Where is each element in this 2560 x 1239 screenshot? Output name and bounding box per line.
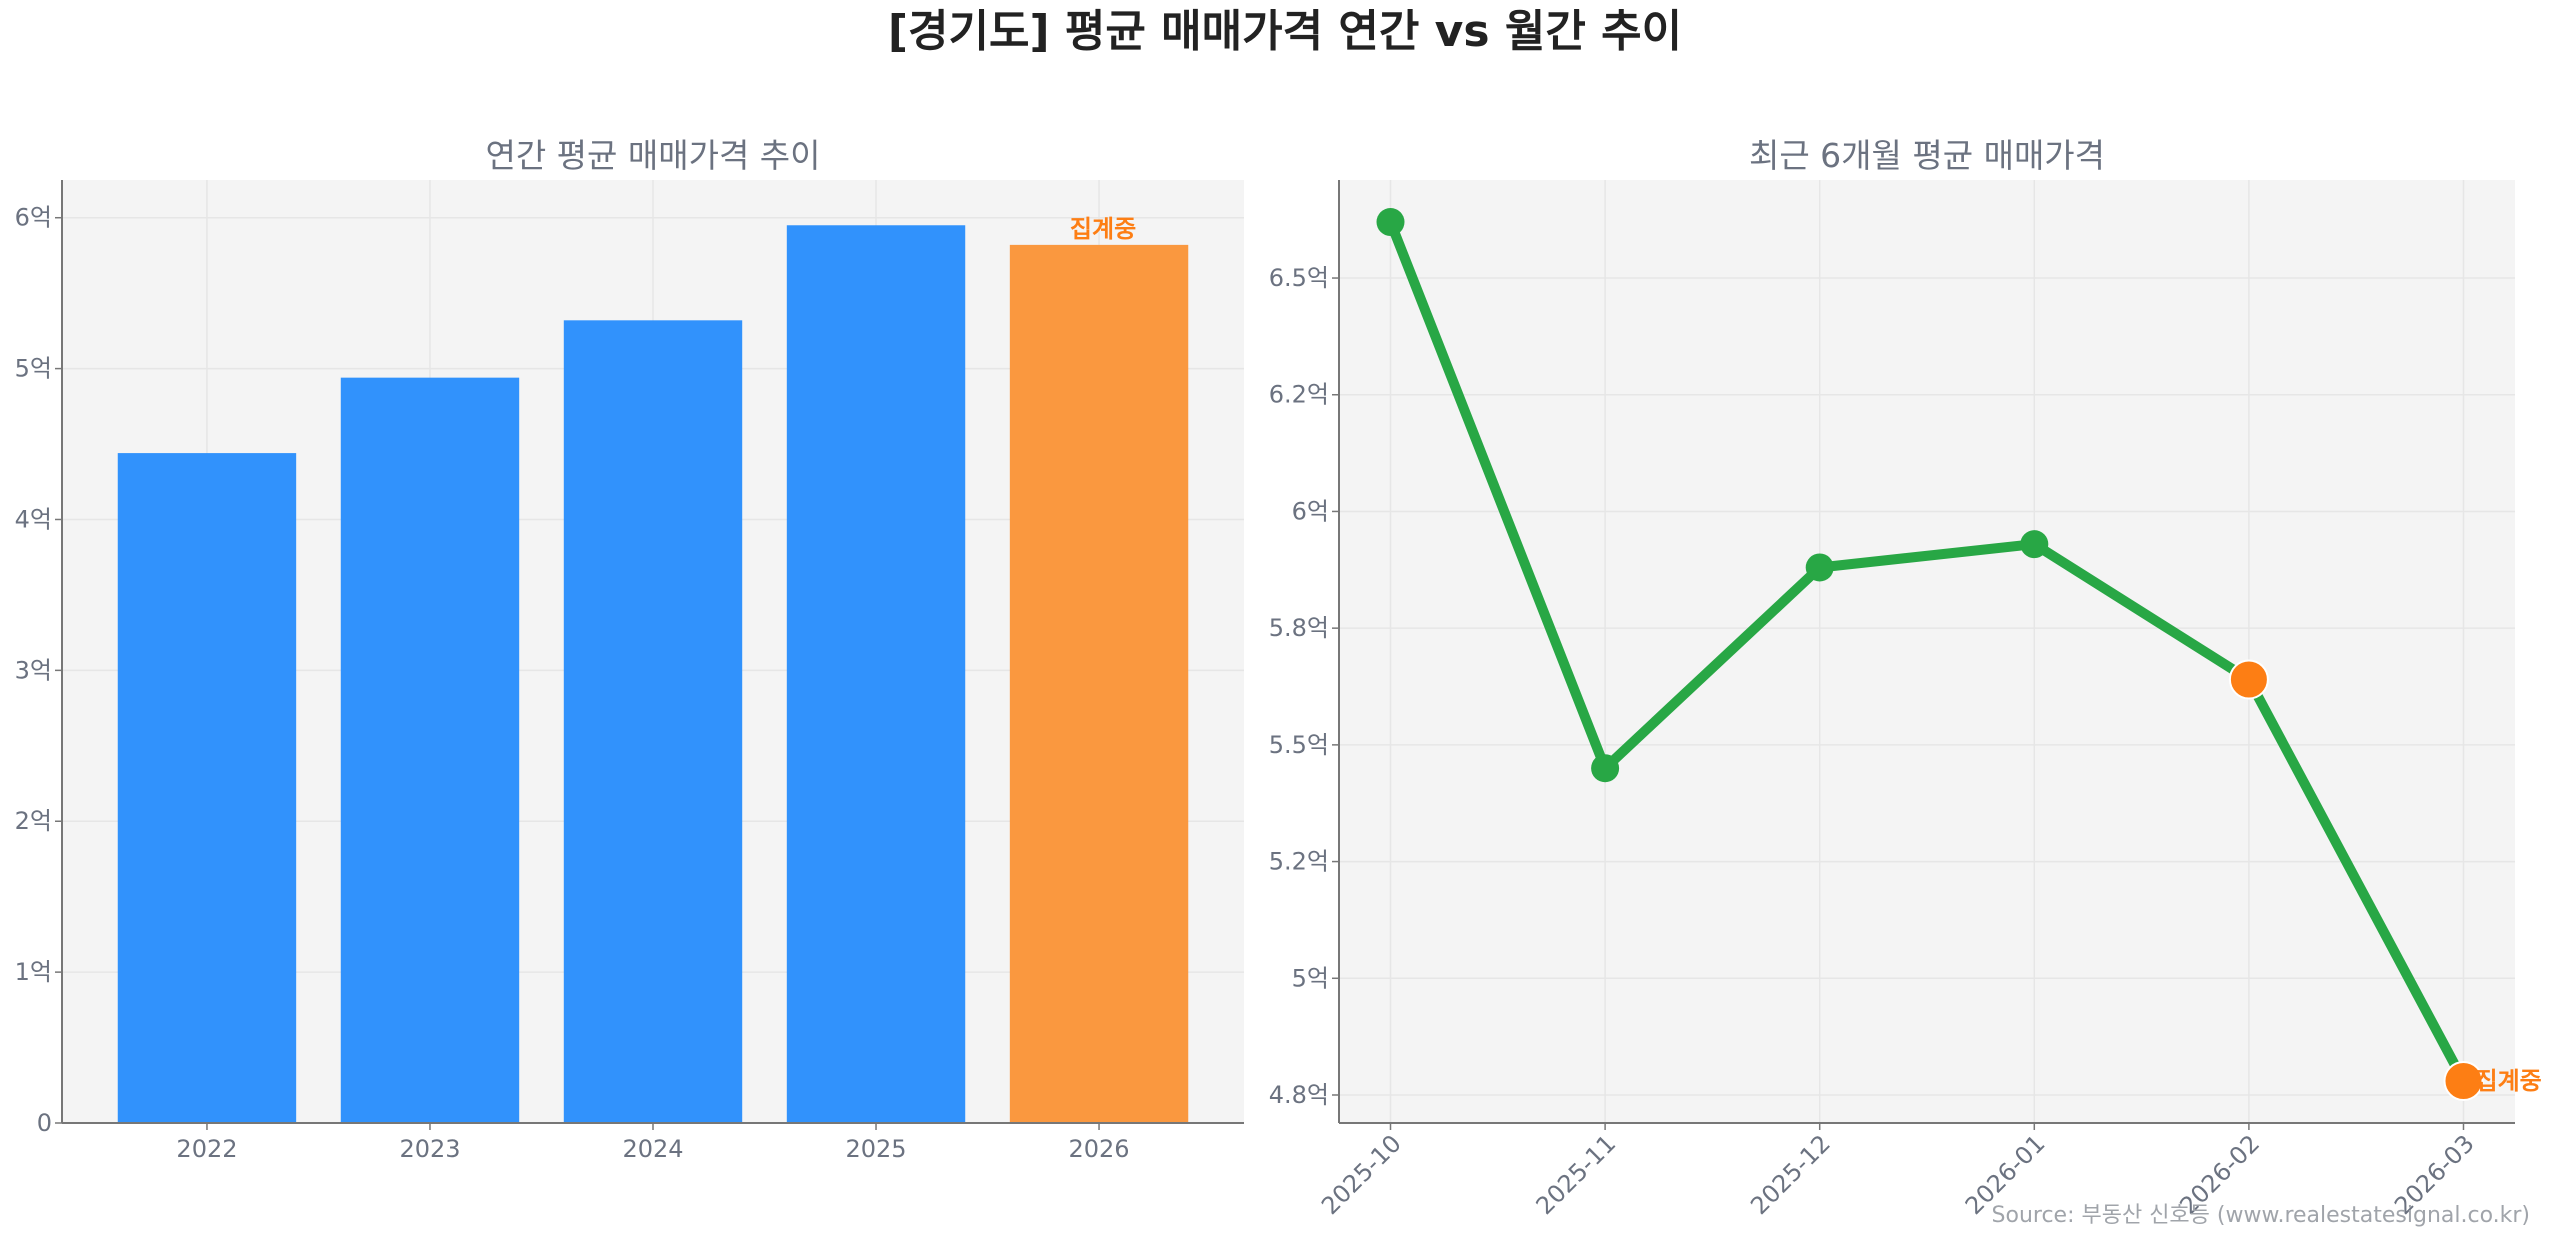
- x-tick-label: 2023: [399, 1135, 460, 1163]
- y-tick-label: 5억: [15, 355, 52, 383]
- plot-background: [1339, 180, 2515, 1123]
- y-tick-label: 5.8억: [1269, 614, 1329, 642]
- y-tick-label: 5.5억: [1269, 731, 1329, 759]
- y-tick-label: 6.2억: [1269, 381, 1329, 409]
- bar: [563, 320, 743, 1124]
- bar: [1009, 244, 1189, 1123]
- y-tick-label: 4.8억: [1269, 1081, 1329, 1109]
- series-line: [1385, 220, 2468, 1084]
- y-tick-label: 6.5억: [1269, 264, 1329, 292]
- y-tick-label: 6억: [15, 204, 52, 232]
- partial-data-point: [2443, 1060, 2484, 1101]
- bar-chart-title: 연간 평균 매매가격 추이: [485, 136, 820, 175]
- line-chart-title: 최근 6개월 평균 매매가격: [1749, 136, 2105, 175]
- y-tick-label: 2억: [15, 807, 52, 835]
- x-tick-label: 2022: [176, 1135, 237, 1163]
- data-point: [1591, 754, 1620, 783]
- y-tick-label: 6억: [1292, 497, 1329, 525]
- y-tick-label: 5.2억: [1269, 848, 1329, 876]
- y-tick-label: 1억: [15, 958, 52, 986]
- bar: [340, 377, 520, 1123]
- y-tick-label: 5억: [1292, 964, 1329, 992]
- partial-data-point: [2228, 659, 2269, 700]
- y-tick-label: 3억: [15, 656, 52, 684]
- x-tick-label: 2025-10: [1316, 1129, 1407, 1220]
- data-point: [1376, 208, 1405, 237]
- bar: [117, 453, 297, 1124]
- x-tick-label: 2026: [1068, 1135, 1129, 1163]
- y-tick-label: 0: [37, 1109, 52, 1137]
- bar-chart: 0 1억 2억 3억 4억 5억 6억 집계중 2022 2023 2024 2025 2026: [15, 180, 1244, 1163]
- x-tick-label: 2025: [845, 1135, 906, 1163]
- partial-annotation: 집계중: [2475, 1067, 2541, 1095]
- x-tick-label: 2025-11: [1531, 1129, 1622, 1220]
- y-tick-label: 4억: [15, 505, 52, 533]
- figure-title: [경기도] 평균 매매가격 연간 vs 월간 추이: [888, 6, 1682, 57]
- x-tick-label: 2025-12: [1745, 1129, 1836, 1220]
- source-text: Source: 부동산 신호등 (www.realestatesignal.co…: [1992, 1203, 2530, 1228]
- partial-annotation: 집계중: [1070, 215, 1136, 243]
- data-point: [1805, 553, 1834, 582]
- x-tick-label: 2024: [622, 1135, 683, 1163]
- data-point: [2020, 530, 2049, 559]
- bar: [786, 225, 966, 1124]
